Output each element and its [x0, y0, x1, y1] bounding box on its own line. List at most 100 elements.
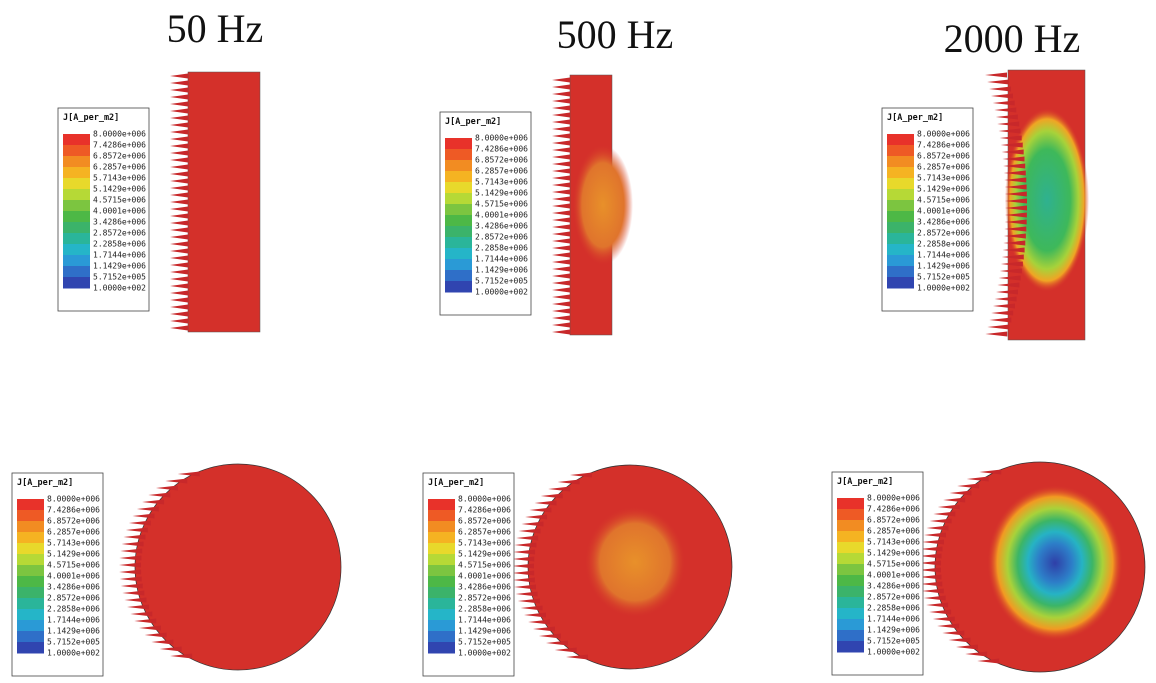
current-arrow: [170, 284, 188, 289]
legend-swatch: [63, 211, 90, 223]
legend-swatch: [17, 554, 44, 566]
legend-label: 1.7144e+006: [458, 616, 511, 625]
legend-label: 6.8572e+006: [917, 152, 970, 161]
legend-swatch: [428, 554, 455, 566]
current-arrow: [528, 620, 550, 625]
current-arrow: [552, 141, 570, 146]
current-arrow: [933, 512, 955, 517]
current-arrow: [170, 319, 188, 324]
current-arrow: [552, 99, 570, 104]
color-legend: J[A_per_m2]8.0000e+0067.4286e+0066.8572e…: [423, 473, 514, 676]
current-arrow: [145, 633, 167, 638]
current-arrow: [991, 94, 1013, 99]
current-arrow: [552, 155, 570, 160]
current-arrow: [512, 557, 534, 562]
current-arrow: [541, 494, 563, 499]
current-arrow: [170, 654, 192, 659]
current-arrow: [170, 256, 188, 261]
legend-swatch: [837, 498, 864, 510]
legend-label: 5.1429e+006: [475, 189, 528, 198]
legend-swatch: [837, 630, 864, 642]
legend-swatch: [445, 270, 472, 282]
current-arrow: [552, 239, 570, 244]
legend-swatch: [445, 237, 472, 249]
legend-swatch: [17, 565, 44, 577]
current-arrow: [926, 603, 948, 608]
legend-swatch: [837, 575, 864, 587]
current-arrow: [552, 225, 570, 230]
legend-label: 5.7152e+005: [458, 638, 511, 647]
current-arrow: [127, 605, 149, 610]
legend-label: 6.2857e+006: [475, 167, 528, 176]
current-arrow: [546, 641, 568, 646]
current-arrow: [513, 578, 535, 583]
legend-label: 7.4286e+006: [475, 145, 528, 154]
color-legend: J[A_per_m2]8.0000e+0067.4286e+0066.8572e…: [882, 108, 973, 311]
legend-label: 4.5715e+006: [917, 196, 970, 205]
current-arrow: [965, 652, 987, 657]
current-arrow: [170, 193, 188, 198]
legend-label: 1.0000e+002: [475, 288, 528, 297]
current-arrow: [987, 80, 1009, 85]
legend-label: 4.0001e+006: [47, 572, 100, 581]
legend-swatch: [428, 521, 455, 533]
legend-label: 2.2858e+006: [47, 605, 100, 614]
current-arrow: [516, 536, 538, 541]
current-arrow: [156, 486, 178, 491]
legend-label: 2.2858e+006: [458, 605, 511, 614]
legend-label: 4.0001e+006: [458, 572, 511, 581]
legend-swatch: [445, 182, 472, 194]
current-region: [573, 145, 633, 265]
current-arrow: [120, 549, 142, 554]
legend-title: J[A_per_m2]: [837, 477, 893, 487]
current-arrow: [552, 113, 570, 118]
current-arrow: [170, 326, 188, 331]
legend-label: 1.7144e+006: [93, 251, 146, 260]
current-arrow: [521, 606, 543, 611]
current-arrow: [987, 325, 1009, 330]
current-arrow: [170, 221, 188, 226]
current-arrow: [989, 318, 1011, 323]
figure: 50 Hz 500 Hz 2000 Hz J[A_per_m2]8.0000e+…: [0, 0, 1156, 683]
current-arrow: [525, 515, 547, 520]
legend-swatch: [63, 156, 90, 168]
current-arrow: [516, 592, 538, 597]
legend-swatch: [837, 553, 864, 565]
legend-label: 7.4286e+006: [867, 505, 920, 514]
current-arrow: [552, 92, 570, 97]
current-arrow: [933, 617, 955, 622]
current-arrow: [552, 148, 570, 153]
current-arrow: [552, 85, 570, 90]
current-arrow: [170, 235, 188, 240]
legend-label: 4.5715e+006: [458, 561, 511, 570]
current-arrow: [170, 95, 188, 100]
legend-swatch: [428, 631, 455, 643]
legend-label: 5.7143e+006: [93, 174, 146, 183]
current-arrow: [119, 570, 141, 575]
legend-swatch: [445, 204, 472, 216]
legend-swatch: [17, 499, 44, 511]
current-arrow: [922, 540, 944, 545]
legend-label: 6.8572e+006: [458, 517, 511, 526]
legend-label: 8.0000e+006: [917, 130, 970, 139]
legend-swatch: [428, 532, 455, 544]
legend-swatch: [428, 587, 455, 599]
current-arrow: [552, 232, 570, 237]
current-arrow: [170, 214, 188, 219]
legend-swatch: [887, 156, 914, 168]
current-arrow: [119, 563, 141, 568]
current-arrow: [552, 197, 570, 202]
current-arrow: [558, 480, 580, 485]
current-arrow: [134, 619, 156, 624]
legend-swatch: [17, 598, 44, 610]
current-arrow: [170, 130, 188, 135]
legend-swatch: [428, 576, 455, 588]
current-arrow: [514, 585, 536, 590]
legend-label: 3.4286e+006: [917, 218, 970, 227]
current-arrow: [552, 183, 570, 188]
current-arrow: [552, 204, 570, 209]
legend-label: 1.1429e+006: [475, 266, 528, 275]
legend-label: 5.1429e+006: [47, 550, 100, 559]
current-arrow: [949, 638, 971, 643]
legend-swatch: [887, 277, 914, 289]
